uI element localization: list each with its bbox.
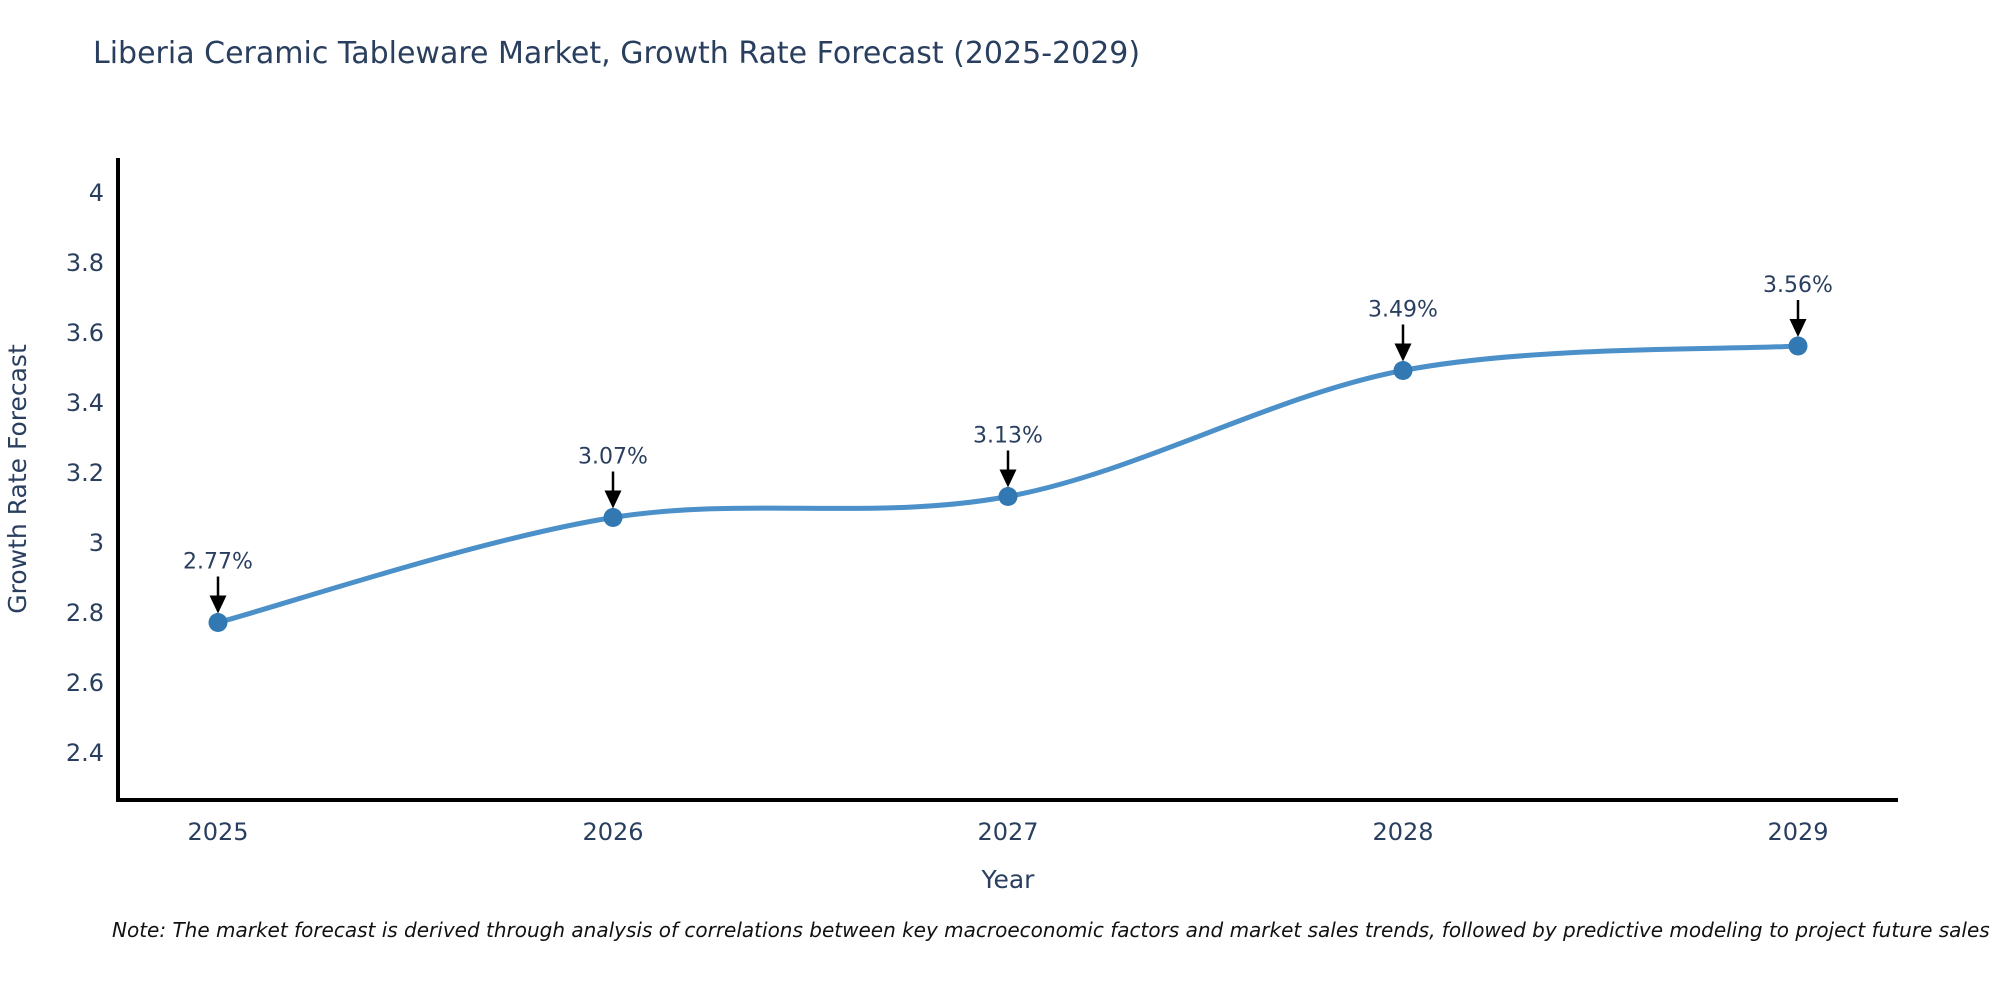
y-tick-label: 3.4: [66, 389, 104, 417]
footnote: Note: The market forecast is derived thr…: [112, 918, 1990, 942]
annotation-label: 3.13%: [973, 424, 1043, 449]
annotation-arrowhead: [209, 595, 227, 614]
annotation-arrowhead: [1789, 319, 1807, 337]
annotation-label: 2.77%: [183, 550, 253, 575]
x-tick-label: 2029: [1767, 818, 1828, 846]
x-tick-label: 2027: [977, 818, 1038, 846]
x-axis-title: Year: [981, 865, 1036, 894]
data-point-marker: [603, 508, 623, 527]
data-point-marker: [998, 487, 1018, 506]
y-tick-label: 3.2: [66, 459, 104, 487]
point-annotation: 3.56%: [1763, 273, 1833, 337]
annotation-label: 3.56%: [1763, 273, 1833, 298]
point-annotation: 3.07%: [578, 445, 648, 509]
y-tick-label: 4: [89, 179, 104, 207]
data-point-marker: [208, 613, 228, 632]
annotation-arrowhead: [999, 469, 1017, 488]
y-tick-label: 3.6: [66, 319, 104, 347]
y-tick-label: 2.8: [66, 599, 104, 627]
data-point-marker: [1393, 361, 1413, 380]
annotation-label: 3.49%: [1368, 298, 1438, 323]
chart-title: Liberia Ceramic Tableware Market, Growth…: [93, 36, 1141, 71]
data-point-marker: [1788, 336, 1808, 356]
x-tick-label: 2026: [582, 818, 643, 846]
x-tick-label: 2028: [1372, 818, 1433, 846]
y-tick-label: 3.8: [66, 249, 104, 277]
y-tick-label: 2.6: [66, 669, 104, 697]
x-tick-label: 2025: [187, 818, 248, 846]
y-tick-label: 3: [89, 529, 104, 557]
point-annotation: 2.77%: [183, 550, 253, 614]
y-tick-label: 2.4: [66, 739, 104, 767]
annotation-label: 3.07%: [578, 445, 648, 470]
y-axis-title: Growth Rate Forecast: [3, 344, 32, 614]
point-annotation: 3.49%: [1368, 298, 1438, 362]
point-annotation: 3.13%: [973, 424, 1043, 488]
annotation-arrowhead: [1394, 343, 1412, 362]
annotation-arrowhead: [604, 490, 622, 509]
